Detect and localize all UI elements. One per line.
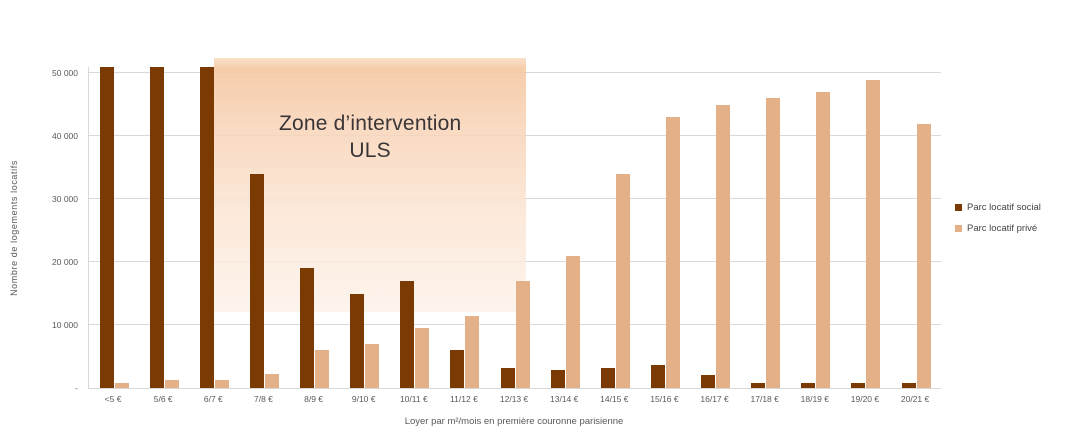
bar-group [139, 67, 189, 388]
x-tick-label: 5/6 € [153, 394, 173, 404]
legend-item: Parc locatif social [955, 202, 1041, 213]
bar-prive [565, 255, 580, 388]
bar-social [801, 382, 816, 388]
bar-social [500, 367, 515, 388]
bar-prive [214, 380, 229, 388]
zone-label-line2: ULS [349, 139, 391, 163]
y-tick-label: 30 000 [52, 194, 78, 205]
gridline [89, 324, 941, 326]
y-tick-label: 20 000 [52, 257, 78, 268]
bar-group [440, 67, 490, 388]
x-tick-label: 8/9 € [304, 394, 324, 404]
plot-area: Zone d’intervention ULS [88, 58, 941, 389]
legend: Parc locatif social Parc locatif privé [955, 202, 1041, 234]
x-tick-label: 15/16 € [650, 394, 679, 404]
x-tick-label: 16/17 € [700, 394, 729, 404]
bar-prive [866, 79, 881, 388]
bar-social [149, 67, 164, 388]
legend-item: Parc locatif privé [955, 223, 1041, 234]
x-tick-label: 19/20 € [850, 394, 880, 404]
bar-social [199, 67, 214, 388]
y-axis-tick-labels: 50 000 40 000 30 000 20 000 10 000 - [0, 67, 80, 393]
x-tick-label: 6/7 € [203, 394, 223, 404]
legend-label: Parc locatif privé [967, 223, 1038, 234]
bar-prive [315, 350, 330, 388]
y-tick-label: 50 000 [52, 68, 78, 79]
intervention-zone-label: Zone d’intervention ULS [214, 110, 526, 164]
bar-prive [164, 380, 179, 388]
x-axis-tick-labels: <5 € 5/6 € 6/7 € 7/8 € 8/9 € 9/10 € 10/11 € 11/… [88, 394, 940, 404]
y-tick-label: - [75, 383, 78, 393]
bar-social [550, 370, 565, 388]
bar-social [650, 365, 665, 388]
legend-label: Parc locatif social [967, 202, 1041, 213]
bar-group [290, 67, 340, 388]
bar-prive [415, 328, 430, 388]
x-tick-label: <5 € [104, 394, 122, 404]
bar-social [600, 367, 615, 388]
x-tick-label: 13/14 € [550, 394, 579, 404]
legend-swatch-icon [955, 225, 962, 232]
bar-group [189, 67, 239, 388]
legend-swatch-icon [955, 204, 962, 211]
bar-prive [916, 123, 931, 388]
bar-social [350, 293, 365, 388]
bar-prive [365, 343, 380, 388]
x-tick-label: 12/13 € [499, 394, 529, 404]
bar-group [590, 67, 640, 388]
bar-group [239, 67, 289, 388]
y-tick-label: 40 000 [52, 131, 78, 142]
bar-prive [716, 104, 731, 388]
bar-group [340, 67, 390, 388]
x-tick-label: 18/19 € [800, 394, 829, 404]
bar-prive [465, 315, 480, 388]
bar-social [901, 382, 916, 388]
bar-prive [665, 117, 680, 388]
x-tick-label: 9/10 € [351, 394, 376, 404]
bar-group [490, 67, 540, 388]
bar-prive [766, 98, 781, 388]
bar-group [640, 67, 690, 388]
bar-social [450, 350, 465, 388]
x-tick-label: 17/18 € [750, 394, 779, 404]
bar-social [300, 268, 315, 388]
bar-social [99, 67, 114, 388]
bar-group [891, 67, 941, 388]
bar-group [390, 67, 440, 388]
x-tick-label: 7/8 € [253, 394, 273, 404]
bar-group [791, 67, 841, 388]
bar-prive [515, 281, 530, 388]
x-tick-label: 11/12 € [450, 394, 478, 404]
x-tick-label: 20/21 € [900, 394, 930, 404]
x-tick-label: 14/15 € [600, 394, 629, 404]
zone-label-line1: Zone d’intervention [278, 112, 462, 136]
x-tick-label: 10/11 € [399, 394, 428, 404]
bar-social [400, 281, 415, 388]
bar-social [249, 174, 264, 388]
bar-group [841, 67, 891, 388]
bar-group [89, 67, 139, 388]
intervention-zone-overlay: Zone d’intervention ULS [214, 58, 527, 313]
x-axis-title: Loyer par m²/mois en première couronne p… [404, 416, 624, 427]
bar-group [540, 67, 590, 388]
bar-social [701, 375, 716, 388]
y-tick-label: 10 000 [52, 320, 78, 331]
bar-group [741, 67, 791, 388]
bars [89, 67, 941, 388]
bar-prive [615, 174, 630, 388]
bar-social [751, 382, 766, 388]
bar-prive [816, 92, 831, 388]
bar-group [691, 67, 741, 388]
bar-prive [264, 374, 279, 388]
bar-social [851, 382, 866, 388]
bar-prive [114, 382, 129, 388]
